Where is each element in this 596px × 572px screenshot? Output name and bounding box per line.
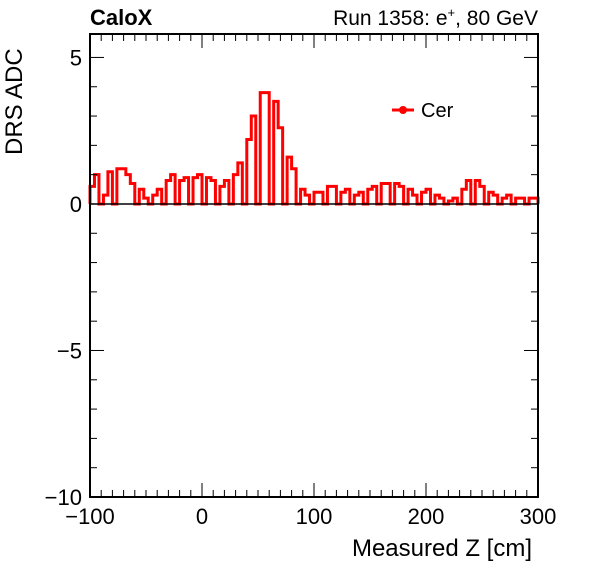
run-info-suffix: , 80 GeV [455, 7, 538, 30]
legend-marker-cer [399, 106, 407, 114]
x-tick-label: 200 [408, 504, 445, 529]
y-tick-label: −5 [57, 338, 82, 363]
run-info-label: Run 1358: e+, 80 GeV [333, 5, 538, 30]
y-axis-title: DRS ADC [1, 48, 28, 155]
x-tick-label: 100 [296, 504, 333, 529]
histogram-layer [88, 91, 540, 206]
legend: Cer [392, 100, 454, 122]
chart-header-label: CaloX [90, 5, 153, 30]
y-tick-label: 0 [70, 192, 82, 217]
x-tick-label: 300 [520, 504, 557, 529]
x-axis-title: Measured Z [cm] [352, 535, 532, 562]
y-tick-label: −10 [45, 485, 82, 510]
x-tick-label: −100 [65, 504, 115, 529]
histogram-series-cer [88, 91, 540, 206]
axis-layer: −100 0 100 200 300 −10 −5 0 5 [45, 33, 557, 529]
run-info-prefix: Run 1358: e [333, 7, 447, 30]
plot-frame [89, 33, 539, 498]
run-info-superscript: + [448, 5, 456, 20]
legend-label-cer: Cer [421, 100, 454, 122]
x-tick-label: 0 [196, 504, 208, 529]
y-tick-label: 5 [70, 45, 82, 70]
